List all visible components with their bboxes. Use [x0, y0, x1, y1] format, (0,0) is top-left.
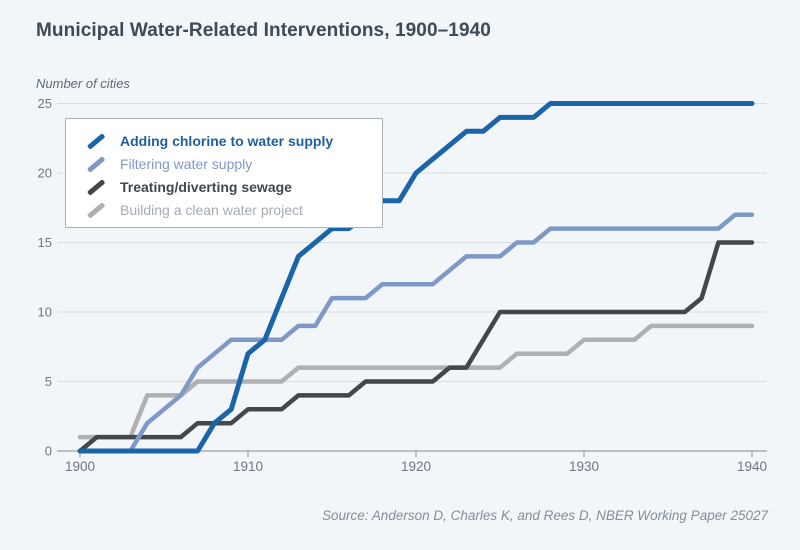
legend-item-clean-water: Building a clean water project	[86, 199, 382, 222]
x-tick-label: 1930	[569, 459, 599, 474]
y-tick-label: 0	[45, 444, 52, 459]
source-note: Source: Anderson D, Charles K, and Rees …	[322, 508, 768, 523]
series-line-0	[77, 101, 755, 454]
y-tick-label: 25	[38, 96, 52, 111]
chlorine-line-swatch-icon	[86, 133, 106, 150]
legend-label-clean-water: Building a clean water project	[120, 202, 303, 218]
legend-label-sewage: Treating/diverting sewage	[120, 179, 292, 195]
legend-label-chlorine: Adding chlorine to water supply	[120, 133, 334, 149]
y-tick-label: 20	[38, 166, 52, 181]
clean-water-line-swatch-icon	[86, 202, 106, 219]
y-axis-label: Number of cities	[36, 76, 130, 91]
filtering-line-swatch-icon	[86, 156, 106, 173]
chart-title: Municipal Water-Related Interventions, 1…	[36, 20, 491, 41]
series-line-3	[77, 323, 755, 440]
series-line-1	[77, 212, 755, 454]
x-tick-label: 1940	[737, 459, 767, 474]
x-tick-label: 1910	[233, 459, 263, 474]
legend-item-filtering: Filtering water supply	[86, 153, 382, 176]
x-tick-label: 1900	[65, 459, 95, 474]
legend: Adding chlorine to water supply Filterin…	[65, 118, 383, 228]
y-tick-label: 10	[38, 305, 52, 320]
x-tick-label: 1920	[401, 459, 431, 474]
y-tick-label: 5	[45, 374, 52, 389]
legend-item-sewage: Treating/diverting sewage	[86, 176, 382, 199]
legend-item-chlorine: Adding chlorine to water supply	[86, 130, 382, 153]
sewage-line-swatch-icon	[86, 179, 106, 196]
legend-label-filtering: Filtering water supply	[120, 156, 253, 172]
series-line-2	[77, 240, 755, 454]
y-tick-label: 15	[38, 235, 52, 250]
